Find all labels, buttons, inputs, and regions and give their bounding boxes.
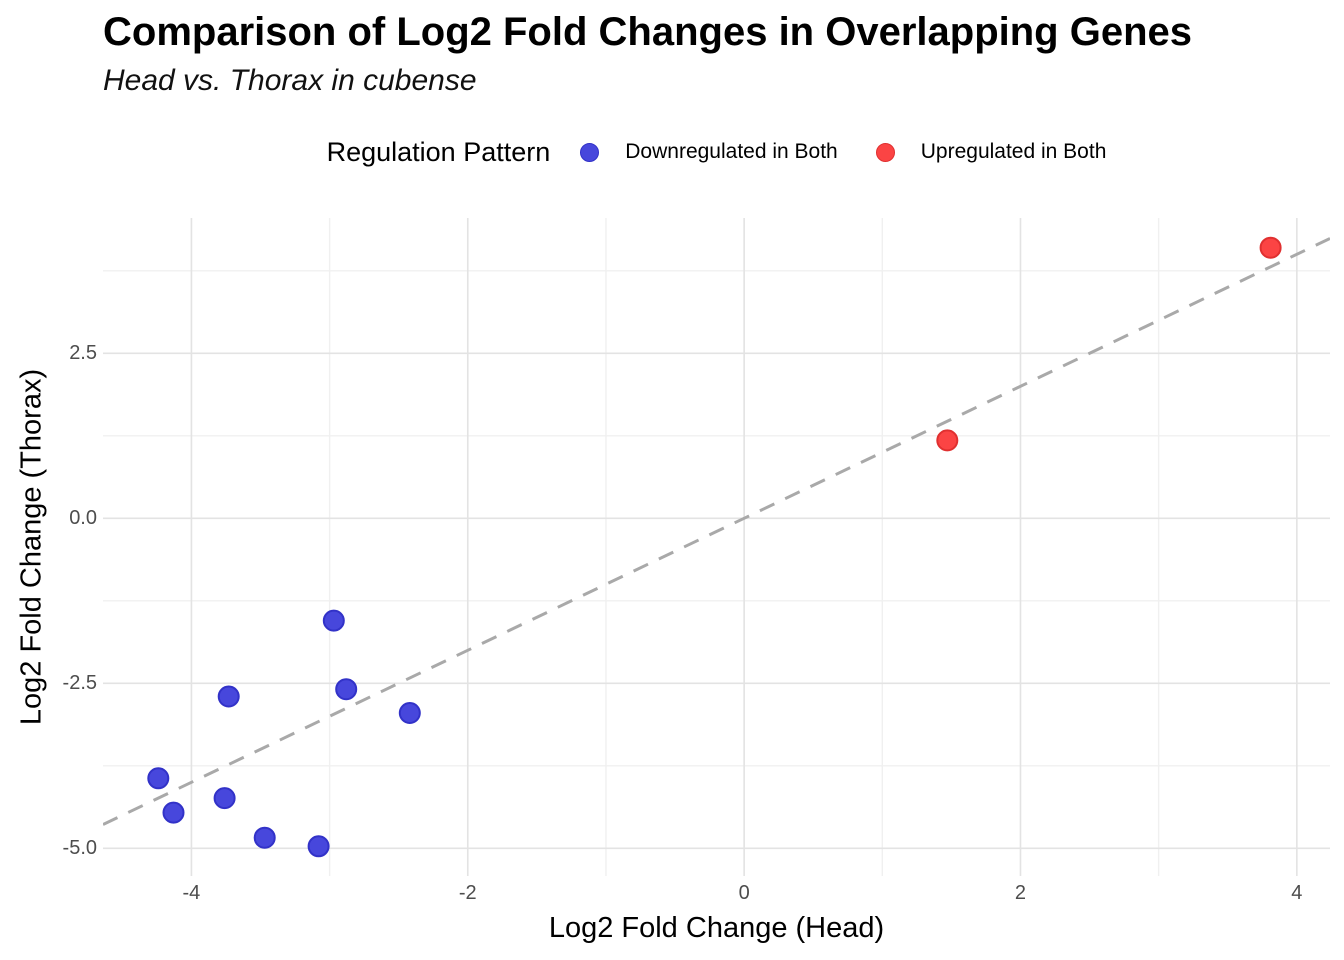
legend-marker-upregulated-icon: [875, 142, 895, 162]
legend-items: Downregulated in Both Upregulated in Both: [580, 140, 1106, 164]
data-point: [335, 678, 358, 701]
x-tick-label: 2: [1014, 882, 1027, 904]
legend-item-downregulated: Downregulated in Both: [580, 140, 838, 164]
identity-reference-line: [103, 237, 1330, 826]
legend-item-label: Downregulated in Both: [625, 140, 838, 163]
data-point: [162, 801, 185, 824]
data-point: [936, 429, 959, 452]
data-point: [307, 835, 330, 858]
x-tick-label: 4: [1291, 882, 1303, 904]
y-tick-label: -5.0: [62, 837, 97, 860]
data-point: [217, 685, 240, 708]
plot-area: [103, 218, 1330, 876]
legend-marker-downregulated-icon: [580, 142, 600, 162]
x-axis-title: Log2 Fold Change (Head): [548, 912, 885, 944]
data-point: [322, 609, 345, 632]
chart-subtitle: Head vs. Thorax in cubense: [103, 64, 477, 97]
legend-title: Regulation Pattern: [326, 136, 551, 167]
data-point: [213, 787, 236, 810]
x-tick-label: -4: [182, 882, 201, 904]
chart-title: Comparison of Log2 Fold Changes in Overl…: [103, 10, 1193, 54]
x-tick-label: 0: [738, 882, 750, 904]
legend: Regulation Pattern Downregulated in Both…: [103, 130, 1330, 174]
data-point: [147, 767, 170, 790]
data-point: [1259, 236, 1282, 259]
legend-item-label: Upregulated in Both: [920, 140, 1107, 163]
y-tick-label: -2.5: [62, 672, 97, 695]
legend-item-upregulated: Upregulated in Both: [875, 140, 1107, 164]
x-tick-label: -2: [458, 882, 477, 904]
data-point: [253, 826, 276, 849]
y-tick-label: 0.0: [69, 507, 97, 530]
y-axis-title: Log2 Fold Change (Thorax): [15, 368, 48, 726]
y-tick-label: 2.5: [69, 342, 97, 365]
data-point: [398, 702, 421, 724]
